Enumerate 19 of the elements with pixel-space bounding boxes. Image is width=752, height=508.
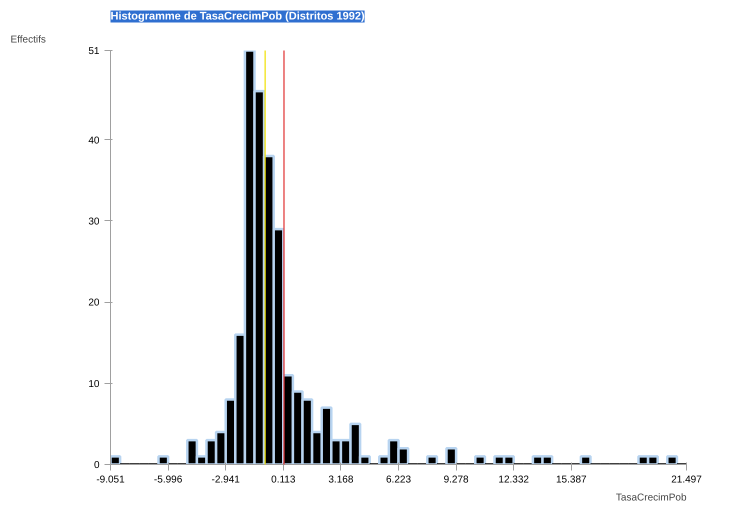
x-tick-label: -9.051 bbox=[96, 474, 126, 486]
y-tick-label: 40 bbox=[88, 135, 100, 146]
x-axis-title: TasaCrecimPob bbox=[616, 492, 687, 504]
y-tick-label: 20 bbox=[88, 298, 100, 309]
x-tick-label: 0.113 bbox=[271, 474, 296, 486]
y-tick-label: 10 bbox=[88, 378, 100, 390]
y-tick-label: 30 bbox=[88, 216, 100, 228]
x-tick-label: 12.332 bbox=[498, 474, 530, 486]
y-axis-title: Effectifs bbox=[10, 34, 46, 46]
chart-title: Histogramme de TasaCrecimPob (Distritos 1992) bbox=[110, 10, 365, 22]
y-tick-label: 0 bbox=[94, 460, 100, 471]
x-tick-label: 21.497 bbox=[671, 474, 702, 486]
x-tick-label: -5.996 bbox=[154, 474, 183, 486]
x-tick-label: -2.941 bbox=[212, 474, 240, 486]
y-tick-label: 51 bbox=[88, 46, 100, 57]
x-tick-label: 6.223 bbox=[386, 474, 412, 486]
x-tick-label: 3.168 bbox=[328, 474, 354, 486]
x-tick-label: 15.387 bbox=[556, 474, 588, 486]
x-tick-label: 9.278 bbox=[444, 474, 470, 486]
